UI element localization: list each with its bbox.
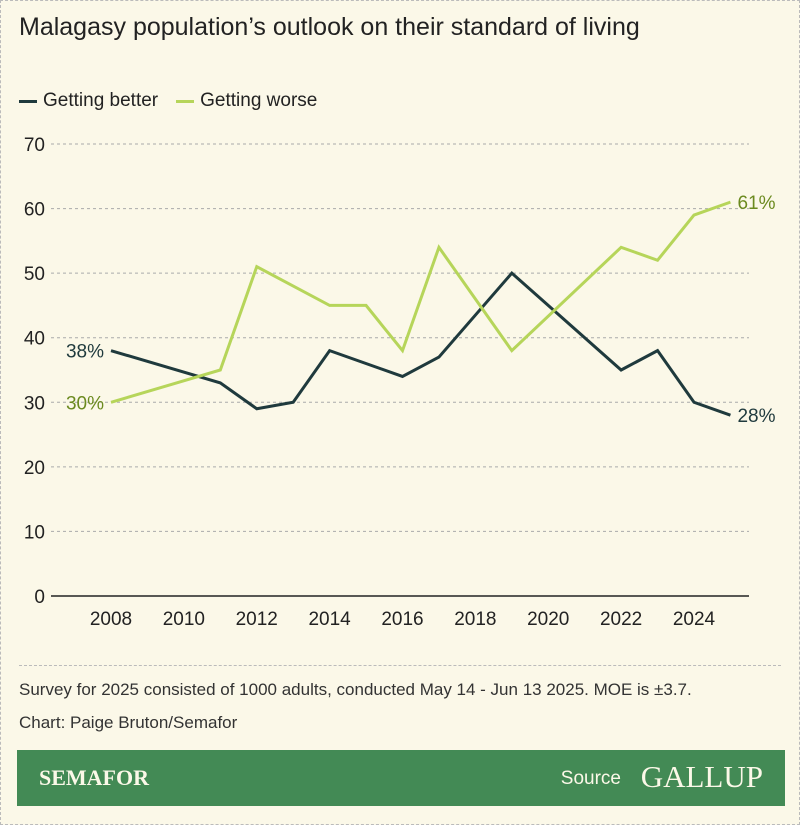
legend-item-worse: Getting worse [176, 90, 317, 112]
legend-item-better: Getting better [19, 90, 158, 112]
series-line-worse [110, 200, 731, 404]
x-tick-label: 2020 [527, 609, 569, 630]
semafor-logo: SEMAFOR [39, 765, 149, 790]
legend-swatch-better [19, 99, 37, 103]
legend-swatch-worse [176, 99, 195, 103]
start-label: 30% [66, 393, 104, 414]
y-tick-label: 20 [24, 458, 45, 479]
legend-label-worse: Getting worse [200, 90, 318, 111]
x-tick-label: 2024 [673, 609, 716, 630]
chart-title: Malagasy population’s outlook on their s… [19, 13, 640, 41]
x-tick-label: 2012 [236, 609, 278, 630]
gallup-logo: GALLUP [640, 759, 763, 794]
survey-note: Survey for 2025 consisted of 1000 adults… [19, 680, 692, 699]
x-tick-label: 2008 [90, 609, 132, 630]
source-label: Source [560, 768, 621, 789]
end-label: 28% [737, 406, 775, 427]
y-tick-label: 10 [24, 522, 45, 543]
chart-credit: Chart: Paige Bruton/Semafor [19, 713, 238, 732]
y-tick-label: 30 [24, 393, 45, 414]
line-chart: 0 10 20 30 40 50 60 70 2008 2010 2012 2014 2016 2018 2… [24, 135, 776, 630]
y-tick-label: 60 [24, 200, 45, 221]
x-tick-label: 2018 [454, 609, 496, 630]
legend-label-better: Getting better [43, 90, 159, 111]
y-tick-label: 50 [24, 264, 45, 285]
y-tick-label: 40 [24, 329, 45, 350]
divider [19, 665, 781, 666]
y-tick-label: 70 [24, 135, 45, 156]
x-tick-label: 2022 [600, 609, 642, 630]
end-label: 61% [737, 193, 775, 214]
legend: Getting better Getting worse [19, 90, 317, 112]
series-line-better [110, 271, 731, 417]
x-tick-label: 2016 [381, 609, 423, 630]
footer-bar: SEMAFOR Source GALLUP [17, 750, 785, 806]
x-tick-label: 2014 [308, 609, 351, 630]
x-tick-label: 2010 [163, 609, 205, 630]
start-label: 38% [66, 342, 104, 363]
y-tick-label: 0 [34, 587, 45, 608]
